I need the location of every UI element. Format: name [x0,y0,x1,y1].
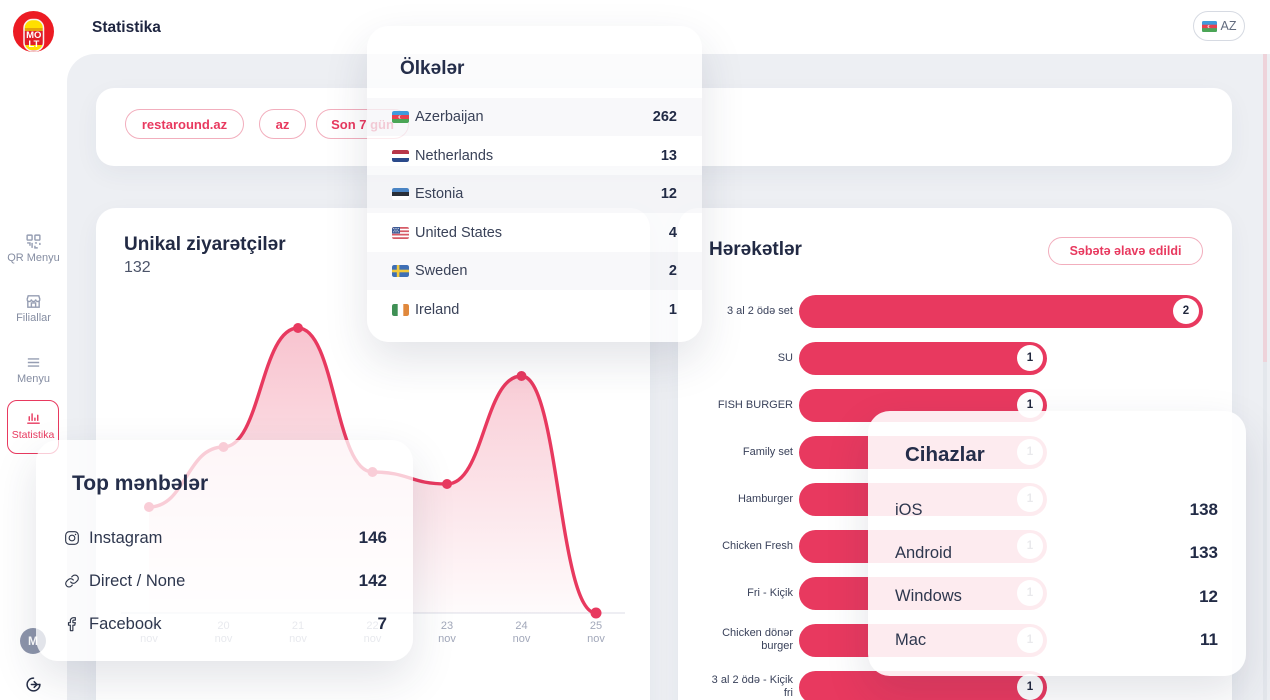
svg-text:MO: MO [26,30,41,41]
svg-text:LT: LT [28,39,39,50]
